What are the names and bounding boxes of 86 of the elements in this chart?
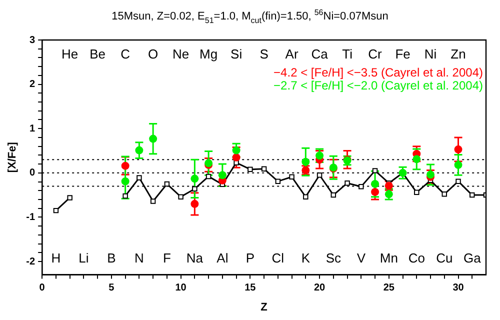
annotation: Zn — [450, 46, 466, 62]
point — [192, 186, 198, 192]
annotation: Cr — [368, 46, 383, 62]
y-tick-label: -2 — [26, 256, 36, 268]
annotation: V — [356, 250, 366, 266]
point — [358, 184, 364, 190]
point — [190, 200, 199, 208]
point — [456, 178, 461, 184]
annotation: Na — [186, 250, 204, 266]
annotation: Si — [230, 46, 242, 62]
x-tick-label: 0 — [39, 282, 46, 294]
annotation: Mg — [200, 46, 218, 62]
y-tick-label: 1 — [30, 123, 36, 134]
annotation: Co — [408, 250, 425, 266]
point — [414, 190, 420, 196]
annotation: Ar — [285, 46, 299, 62]
annotation: Ca — [311, 46, 329, 62]
point — [122, 193, 128, 199]
point — [190, 174, 199, 183]
x-tick-label: 20 — [314, 282, 326, 294]
point — [67, 195, 72, 200]
annotation: O — [148, 46, 158, 62]
point — [275, 178, 281, 184]
point — [371, 180, 380, 188]
point — [248, 166, 253, 172]
annotation: H — [51, 250, 61, 266]
point — [136, 175, 142, 180]
point — [135, 146, 144, 154]
text: −2.7 < [Fe/H] <−2.0 (Cayrel et al. 2004) — [274, 78, 483, 92]
annotation: Fe — [395, 46, 410, 62]
point — [442, 192, 448, 197]
point — [344, 180, 350, 186]
point — [330, 192, 336, 198]
point — [412, 155, 421, 164]
point — [316, 172, 322, 178]
point — [121, 162, 130, 170]
point — [232, 153, 240, 162]
annotation: Mn — [380, 250, 398, 266]
annotation: S — [260, 46, 269, 62]
annotation: Sc — [326, 250, 342, 266]
x-tick-label: 25 — [383, 282, 395, 294]
x-tick-label: 15 — [244, 282, 256, 294]
x-tick-label: 5 — [108, 282, 115, 294]
annotation: Li — [78, 250, 89, 266]
y-axis-title: [X/Fe] — [6, 142, 19, 173]
point — [454, 145, 462, 154]
point — [218, 171, 226, 180]
annotation: Al — [216, 250, 228, 266]
point — [149, 134, 158, 143]
annotation: Cl — [272, 250, 284, 266]
point — [121, 177, 130, 186]
point — [372, 168, 378, 174]
point — [53, 208, 59, 214]
annotation: Ne — [172, 46, 190, 62]
x-axis-title: Z — [260, 301, 268, 314]
y-tick-label: -1 — [26, 212, 36, 223]
text: −4.2 < [Fe/H] <−3.5 (Cayrel et al. 2004) — [274, 65, 483, 80]
x-tick-label: 10 — [175, 282, 187, 294]
point — [470, 192, 475, 198]
y-tick-label: 2 — [30, 79, 36, 90]
point — [454, 160, 462, 169]
point — [150, 198, 156, 204]
annotation: Be — [90, 46, 106, 62]
annotation: C — [120, 46, 130, 62]
annotation: P — [246, 250, 255, 266]
annotation: B — [107, 250, 116, 266]
y-tick-label: 0 — [30, 168, 36, 179]
annotation: He — [62, 46, 78, 62]
y-tick-label: 3 — [30, 34, 36, 46]
point — [164, 181, 170, 187]
point — [371, 188, 380, 196]
annotation: Ga — [463, 250, 482, 266]
chart-title: 15Msun, Z=0.02, E$_{51}$=1.0, M$_{cut}$(fin)=1.50, $^{56}$Ni=0.07Msun — [110, 8, 390, 25]
point — [302, 158, 310, 166]
point — [303, 194, 308, 200]
x-tick-label: 30 — [452, 282, 464, 294]
annotation: N — [134, 250, 144, 266]
point — [289, 174, 294, 180]
annotation: Ti — [342, 46, 353, 62]
annotation: Cu — [436, 250, 453, 266]
point — [261, 166, 267, 172]
annotation: F — [162, 250, 171, 266]
annotation: K — [301, 250, 310, 266]
annotation: Ni — [424, 46, 437, 62]
point — [178, 194, 184, 200]
point — [206, 174, 212, 180]
